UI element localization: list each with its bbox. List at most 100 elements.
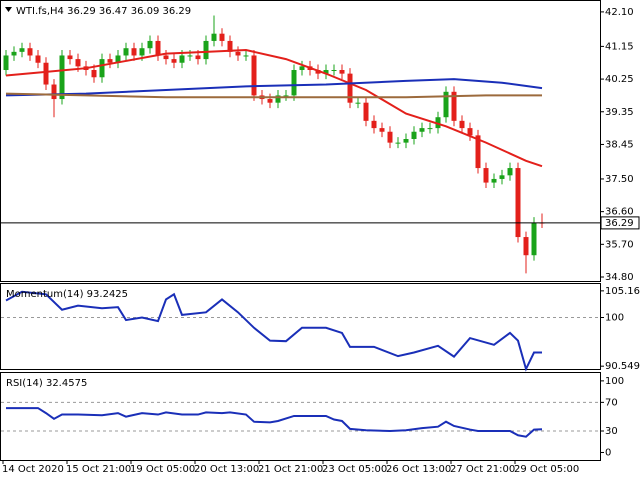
candle-body (347, 73, 353, 103)
candle-body (155, 40, 161, 56)
candle-body (475, 135, 481, 169)
candle-body (371, 120, 377, 129)
panel-title: WTI.fs,H4 36.29 36.47 36.09 36.29 (16, 6, 191, 17)
candle-body (171, 59, 177, 63)
candle-body (139, 48, 145, 56)
y-tick-label: 105.1683 (605, 286, 640, 297)
indicator-line (5, 49, 543, 168)
candle-body (251, 55, 257, 96)
candle-body (363, 102, 369, 121)
y-tick-label: 90.5491 (605, 361, 640, 372)
indicator-line (5, 92, 542, 99)
candle-body (491, 178, 497, 183)
x-tick-label: 19 Oct 05:00 (130, 464, 195, 475)
candle-body (411, 131, 417, 140)
candle-body (91, 70, 97, 78)
candle-body (35, 55, 41, 63)
candle-body (219, 33, 225, 41)
last-price-box (600, 216, 640, 230)
y-tick-label: 30 (605, 426, 618, 437)
candle-body (243, 55, 249, 57)
candle-body (115, 55, 121, 63)
y-tick-label: 35.70 (605, 239, 634, 250)
y-tick-label: 70 (605, 397, 618, 408)
indicator-line (5, 78, 543, 97)
candle-body (283, 95, 289, 97)
candle-body (195, 55, 201, 60)
x-tick-label: 29 Oct 05:00 (514, 464, 579, 475)
x-tick-label: 20 Oct 13:00 (194, 464, 259, 475)
candle-body (403, 139, 409, 143)
y-tick-label: 34.80 (605, 272, 634, 283)
indicator-line (5, 290, 542, 372)
candle-body (523, 237, 529, 256)
candle-body (291, 70, 297, 96)
y-tick-label: 42.10 (605, 7, 634, 18)
candle-body (427, 128, 433, 130)
candle-body (443, 91, 449, 118)
candle-body (331, 70, 337, 72)
y-tick-label: 100 (605, 312, 624, 323)
candle-body (123, 48, 129, 56)
candle-body (187, 55, 193, 57)
candle-body (515, 168, 521, 238)
candle-body (51, 84, 57, 100)
candle-body (59, 55, 65, 100)
candle-body (227, 40, 233, 52)
candle-body (235, 51, 241, 56)
x-tick-label: 14 Oct 2020 (2, 464, 64, 475)
candle-body (267, 99, 273, 103)
panel-frame (0, 0, 601, 282)
panel-title: Momentum(14) 93.2425 (6, 289, 128, 300)
panel-title: RSI(14) 32.4575 (6, 378, 87, 389)
y-tick-label: 40.25 (605, 74, 634, 85)
panel-frame (0, 283, 601, 370)
candle-body (323, 70, 329, 74)
candle-body (419, 128, 425, 132)
x-tick-label: 15 Oct 21:00 (66, 464, 131, 475)
y-tick-label: 39.35 (605, 107, 634, 118)
candle-body (11, 51, 17, 56)
candle-body (339, 70, 345, 74)
candle-body (99, 59, 105, 78)
candle-body (315, 70, 321, 74)
panel-frame (0, 372, 601, 461)
candle-body (299, 66, 305, 71)
candle-body (163, 55, 169, 60)
candle-body (67, 55, 73, 60)
candle-body (27, 48, 33, 56)
x-tick-label: 26 Oct 13:00 (386, 464, 451, 475)
candle-body (131, 48, 137, 56)
candle-body (499, 175, 505, 179)
candle-body (19, 48, 25, 52)
candle-body (507, 168, 513, 176)
candle-body (275, 95, 281, 103)
last-price-label: 36.29 (605, 218, 634, 229)
x-tick-label: 21 Oct 21:00 (258, 464, 323, 475)
x-tick-label: 27 Oct 21:00 (450, 464, 515, 475)
candle-body (467, 128, 473, 136)
candle-body (379, 128, 385, 132)
candle-body (107, 59, 113, 63)
candle-body (211, 33, 217, 41)
x-tick-label: 23 Oct 05:00 (322, 464, 387, 475)
candle-body (483, 168, 489, 183)
candle-body (203, 40, 209, 60)
y-tick-label: 37.50 (605, 174, 634, 185)
candle-body (451, 91, 457, 121)
y-tick-label: 0 (605, 447, 611, 458)
y-tick-label: 36.60 (605, 207, 634, 218)
candle-body (531, 222, 537, 256)
candle-body (387, 131, 393, 143)
candle-body (75, 59, 81, 67)
y-tick-label: 38.45 (605, 139, 634, 150)
indicator-line (6, 407, 543, 438)
candle-body (355, 102, 361, 104)
y-tick-label: 41.15 (605, 41, 634, 52)
candle-body (179, 55, 185, 63)
candle-body (459, 120, 465, 129)
y-tick-label: 100 (605, 376, 624, 387)
candle-body (395, 142, 401, 144)
